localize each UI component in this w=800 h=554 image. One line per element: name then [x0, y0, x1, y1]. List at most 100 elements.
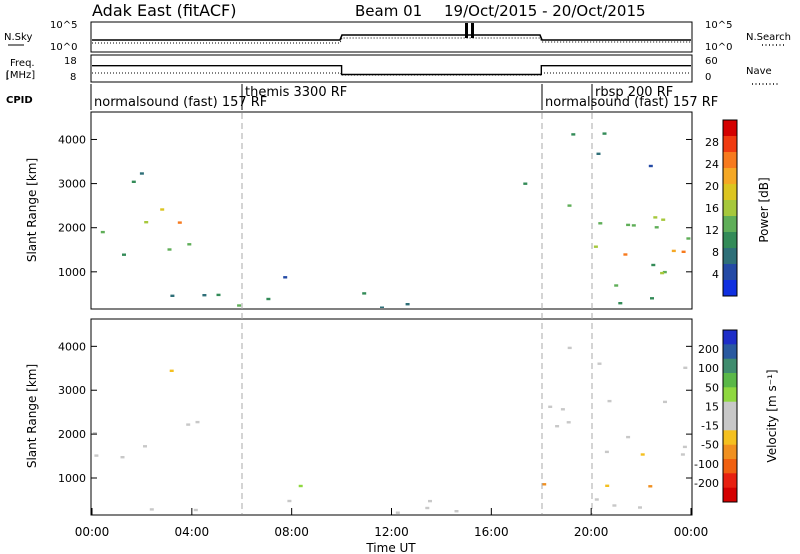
cpid-strip: normalsound (fast) 157 RF themis 3300 RF…	[90, 84, 718, 110]
y-tick-label: 1000	[58, 266, 86, 279]
heatmap-cell	[143, 445, 147, 448]
y-tick-label: 3000	[58, 384, 86, 397]
heatmap-cell	[648, 485, 653, 488]
freq-label-line1: Freq.	[10, 58, 35, 69]
heatmap-cell	[638, 506, 642, 509]
heatmap-cell	[631, 224, 636, 227]
heatmap-cell	[686, 237, 691, 240]
power-colorbar: 28 24 20 16 12 8 4	[705, 119, 738, 297]
heatmap-cell	[682, 445, 687, 449]
heatmap-cell	[661, 218, 666, 221]
heatmap-cell	[680, 453, 685, 456]
colorbar-swatch	[723, 430, 737, 446]
heatmap-cell	[640, 453, 645, 456]
heatmap-cell	[660, 271, 665, 275]
colorbar-swatch	[723, 373, 737, 388]
colorbar-swatch	[723, 416, 737, 431]
heatmap-cell	[560, 408, 565, 411]
nsky-spike	[465, 23, 468, 38]
colorbar-tick-label: 20	[705, 180, 719, 193]
heatmap-cell	[454, 510, 459, 513]
heatmap-cell	[593, 245, 598, 248]
colorbar-tick-label: 50	[705, 381, 719, 394]
colorbar-swatch	[723, 444, 737, 460]
heatmap-cell	[626, 435, 631, 439]
nsky-tick-bottom: 10^0	[50, 42, 77, 53]
cpid-label-2: themis 3300 RF	[245, 85, 347, 100]
heatmap-cell	[395, 511, 400, 514]
heatmap-cell	[362, 292, 367, 295]
x-axis-label: Time UT	[365, 541, 416, 554]
heatmap-cell	[100, 230, 105, 234]
freq-trace	[92, 64, 691, 76]
colorbar-frame	[722, 119, 738, 297]
colorbar-swatch	[723, 200, 737, 217]
nsky-trace	[92, 34, 691, 41]
colorbar-tick-label: -100	[694, 458, 719, 471]
colorbar-swatch	[723, 168, 737, 185]
heatmap-cell	[654, 226, 659, 229]
heatmap-cell	[598, 222, 603, 225]
top-labels: N.Sky N.Search Freq. [MHz] Nave CPID	[4, 32, 791, 106]
heatmap-cell	[683, 366, 688, 369]
heatmap-cell	[193, 508, 198, 512]
heatmap-cell	[283, 276, 288, 279]
heatmap-cell	[618, 302, 623, 305]
colorbar-swatch	[723, 473, 737, 489]
heatmap-cell	[169, 369, 174, 372]
colorbar-tick-label: 100	[698, 362, 719, 375]
power-panel: 1000 2000 3000 4000 Slant Range [km] 28 24 20…	[25, 111, 771, 310]
y-tick-label: 2000	[58, 222, 86, 235]
velocity-colorbar: 200 100 50 15 -15 -50 -100 -200	[694, 329, 738, 503]
colorbar-frame	[722, 329, 738, 503]
header: Adak East (fitACF) Beam 01 19/Oct/2015 -…	[92, 1, 646, 20]
heatmap-cell	[266, 297, 271, 301]
heatmap-cell	[648, 164, 653, 168]
heatmap-cell	[548, 405, 553, 408]
freq-tick-bottom: 8	[70, 72, 76, 83]
heatmap-cell	[607, 399, 612, 403]
heatmap-cell	[605, 484, 610, 487]
heatmap-cell	[122, 253, 126, 256]
nsearch-label: N.Search	[746, 32, 791, 43]
colorbar-swatch	[723, 487, 737, 503]
heatmap-cell	[594, 498, 599, 501]
heatmap-cell	[614, 284, 619, 287]
cpid-label-1: normalsound (fast) 157 RF	[94, 95, 267, 110]
x-tick-label: 00:00	[75, 525, 110, 539]
colorbar-tick-label: 24	[705, 158, 719, 171]
heatmap-cell	[187, 243, 192, 246]
colorbar-swatch	[723, 459, 737, 474]
date-range: 19/Oct/2015 - 20/Oct/2015	[444, 2, 646, 20]
colorbar-swatch	[723, 152, 737, 169]
heatmap-cell	[571, 133, 576, 136]
cpid-label-4: rbsp 200 RF	[595, 85, 673, 100]
nave-tick-top: 60	[705, 56, 718, 67]
colorbar-tick-label: -50	[701, 439, 719, 452]
y-tick-label: 3000	[58, 178, 86, 191]
colorbar-tick-label: 4	[712, 268, 719, 281]
power-colorbar-label: Power [dB]	[757, 177, 771, 242]
heatmap-cell	[380, 306, 384, 308]
y-tick-label: 1000	[58, 472, 86, 485]
power-y-ticks: 1000 2000 3000 4000	[58, 133, 692, 279]
colorbar-swatch	[723, 280, 737, 297]
heatmap-cell	[131, 180, 136, 183]
cpid-label: CPID	[6, 95, 33, 106]
cpid-label-3: normalsound (fast) 157 RF	[545, 95, 718, 110]
heatmap-cell	[663, 400, 667, 404]
x-tick-label: 16:00	[474, 525, 509, 539]
heatmap-cell	[167, 248, 172, 251]
heatmap-cell	[186, 423, 191, 426]
heatmap-cell	[612, 504, 617, 507]
heatmap-cell	[567, 346, 572, 350]
colorbar-tick-label: -15	[701, 420, 719, 433]
colorbar-tick-label: -200	[694, 477, 719, 490]
x-axis: 00:00 04:00 08:00 12:00 16:00 20:00 00:00	[75, 508, 708, 539]
colorbar-swatch	[723, 216, 737, 233]
colorbar-swatch	[723, 184, 737, 201]
nsearch-trace	[92, 37, 691, 44]
y-tick-label: 2000	[58, 428, 86, 441]
velocity-heatmap	[92, 346, 688, 514]
